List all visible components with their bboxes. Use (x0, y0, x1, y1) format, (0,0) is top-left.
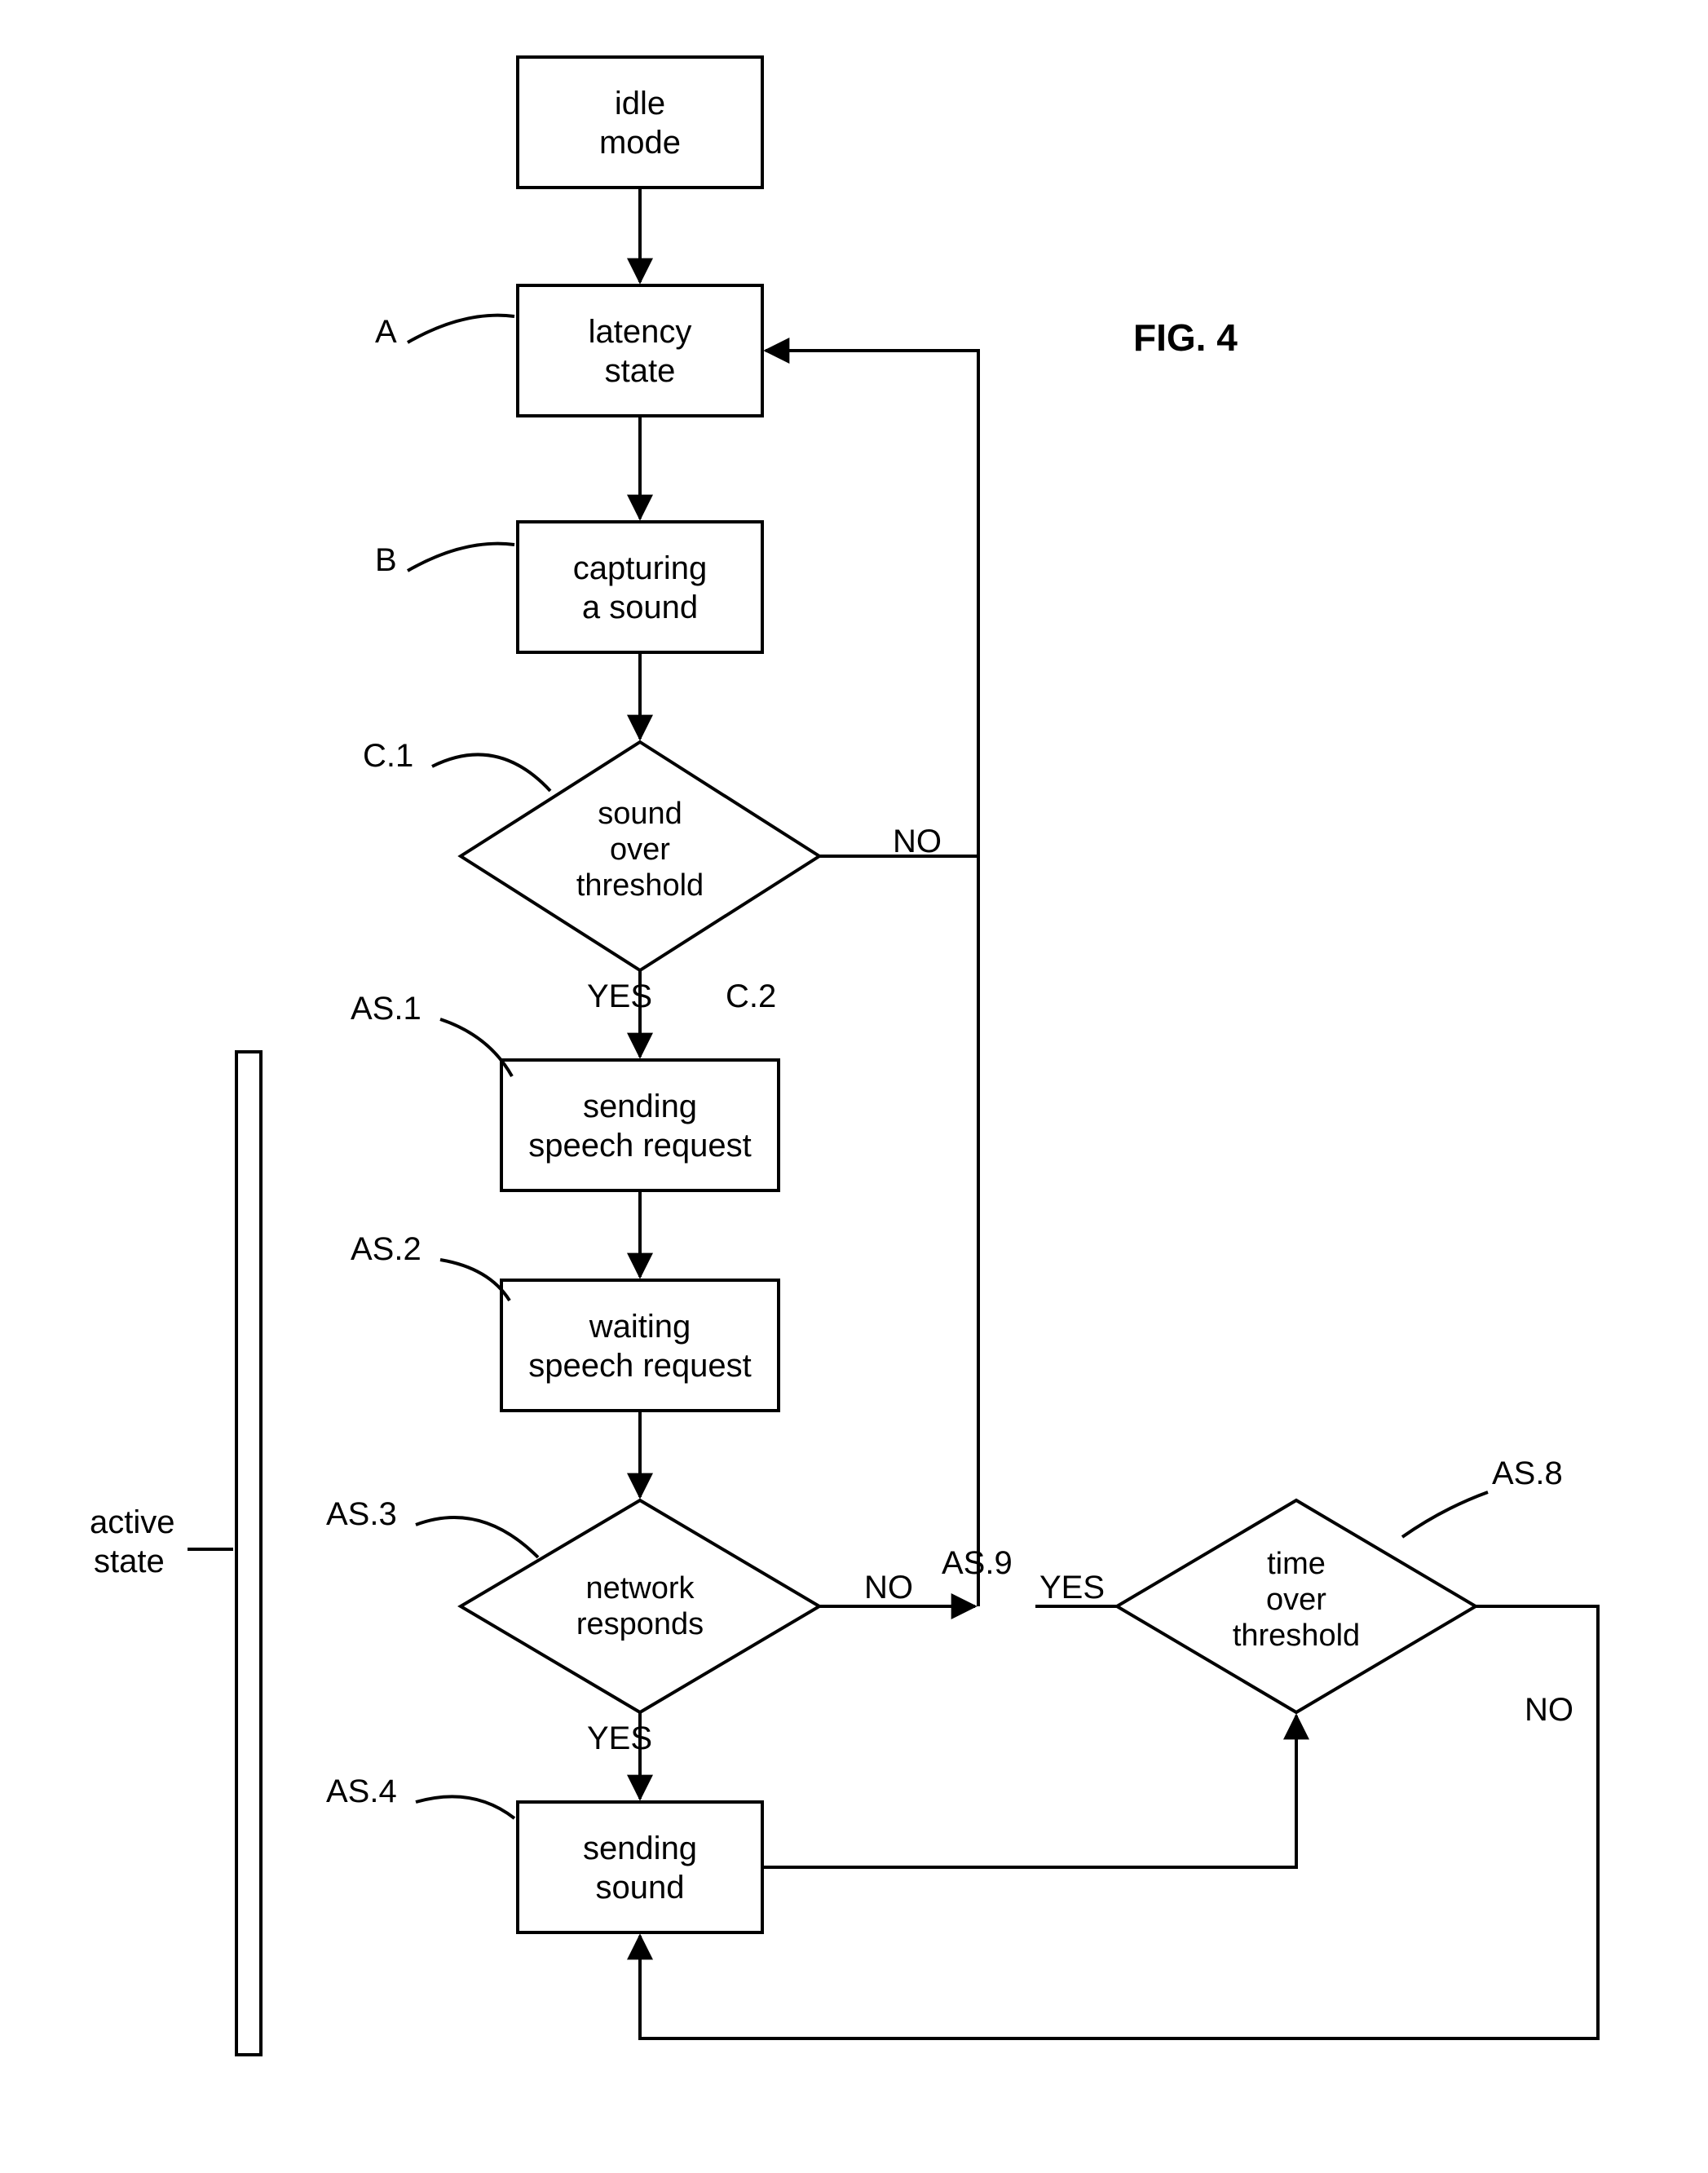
network-no: NO (864, 1570, 913, 1605)
figure-title: FIG. 4 (1133, 316, 1238, 359)
latency-l2: state (605, 353, 676, 389)
leader-AS4 (416, 1796, 514, 1818)
sendreq-l2: speech request (528, 1128, 752, 1164)
tag-AS3: AS.3 (326, 1496, 397, 1532)
time-yes: YES (1039, 1570, 1105, 1605)
waitreq-l2: speech request (528, 1348, 752, 1384)
node-time-over-threshold: time over threshold (1117, 1500, 1476, 1712)
node-sending-sound: sending sound (518, 1802, 762, 1932)
capture-l1: capturing (573, 550, 708, 586)
leader-C1 (432, 754, 550, 791)
active-state-label-l2: state (94, 1544, 165, 1579)
sound-l1: sound (598, 797, 682, 831)
edge-sendsnd-to-time (762, 1716, 1296, 1867)
capture-l2: a sound (582, 590, 698, 625)
leader-AS2 (440, 1260, 510, 1301)
active-state-label-l1: active (90, 1504, 175, 1540)
node-latency-state: latency state (518, 285, 762, 416)
node-waiting-speech-request: waiting speech request (501, 1280, 779, 1411)
idle-l2: mode (599, 125, 681, 161)
leader-AS3 (416, 1517, 538, 1557)
latency-l1: latency (589, 314, 692, 350)
leader-AS8 (1402, 1492, 1488, 1537)
tag-C1: C.1 (363, 738, 413, 774)
network-l2: responds (576, 1607, 704, 1641)
node-network-responds: network responds (461, 1500, 819, 1712)
node-sound-over-threshold: sound over threshold (461, 742, 819, 970)
network-l1: network (585, 1571, 695, 1605)
network-yes: YES (587, 1720, 652, 1756)
tag-B: B (375, 542, 397, 578)
time-l1: time (1267, 1547, 1326, 1581)
sendreq-l1: sending (583, 1089, 697, 1124)
time-l2: over (1266, 1583, 1326, 1617)
tag-AS4: AS.4 (326, 1773, 397, 1809)
waitreq-l1: waiting (589, 1309, 691, 1345)
edge-sound-no-to-latency (766, 351, 978, 856)
time-l3: threshold (1233, 1619, 1360, 1653)
node-sending-speech-request: sending speech request (501, 1060, 779, 1190)
node-capturing-sound: capturing a sound (518, 522, 762, 652)
active-state-bracket (236, 1052, 261, 2055)
sendsnd-l1: sending (583, 1831, 697, 1866)
sound-l2: over (610, 833, 670, 867)
leader-B (408, 544, 514, 571)
tag-AS1: AS.1 (351, 991, 421, 1027)
sound-yes: YES (587, 978, 652, 1014)
leader-A (408, 316, 514, 342)
edge-time-no-to-sendsnd (640, 1606, 1598, 2038)
tag-AS8: AS.8 (1492, 1455, 1563, 1491)
time-no: NO (1525, 1692, 1573, 1728)
sound-no: NO (893, 824, 942, 859)
tag-AS2: AS.2 (351, 1231, 421, 1267)
tag-A: A (375, 314, 397, 350)
idle-l1: idle (615, 86, 665, 121)
tag-C2: C.2 (726, 978, 776, 1014)
node-idle-mode: idle mode (518, 57, 762, 188)
sendsnd-l2: sound (596, 1870, 685, 1906)
sound-l3: threshold (576, 868, 704, 903)
